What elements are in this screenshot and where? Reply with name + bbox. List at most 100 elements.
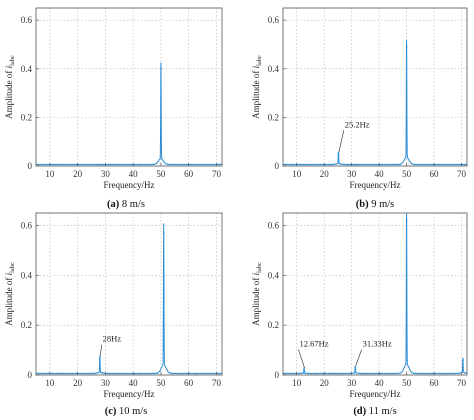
- y-tick-label: 0.6: [268, 15, 280, 25]
- plot-frame: [282, 212, 468, 376]
- caption-text: 11 m/s: [366, 406, 397, 417]
- x-axis-label: Frequency/Hz: [104, 389, 155, 399]
- x-tick-label: 10: [292, 378, 302, 388]
- x-axis-label: Frequency/Hz: [350, 389, 401, 399]
- chart-panel-c: 10 20 30 40 50 60 70 0 0.2 0.4 0.6 Frequency/Hz Ampl…: [4, 212, 223, 417]
- x-tick-label: 70: [212, 378, 222, 388]
- plot-frame: [35, 212, 223, 376]
- y-tick-label: 0.2: [268, 320, 279, 330]
- y-axis-label-main: Amplitude of: [4, 68, 14, 119]
- caption-id: (a): [107, 199, 120, 210]
- x-tick-label: 20: [73, 169, 83, 179]
- panel-caption: (b) 9 m/s: [356, 199, 395, 210]
- series-line: [35, 223, 223, 375]
- x-tick-label: 20: [320, 169, 330, 179]
- y-axis-label-main: Amplitude of: [251, 275, 261, 326]
- y-axis-label-subscript: labc: [256, 55, 263, 66]
- y-axis-label-main: Amplitude of: [251, 68, 261, 119]
- y-axis-label-main: Amplitude of: [4, 275, 14, 326]
- annotation-label: 25.2Hz: [345, 119, 370, 129]
- x-tick-label: 60: [184, 169, 194, 179]
- y-tick-label: 0.2: [21, 112, 32, 122]
- x-axis-label: Frequency/Hz: [104, 180, 155, 190]
- y-axis-label-subscript: labc: [9, 55, 16, 66]
- annotation-leader: [355, 349, 362, 366]
- y-axis-label-symbol: i: [4, 65, 14, 68]
- x-tick-label: 60: [184, 378, 194, 388]
- y-axis-label-symbol: i: [4, 272, 14, 275]
- x-tick-label: 50: [156, 378, 166, 388]
- x-tick-label: 70: [457, 169, 467, 179]
- plot-area: [283, 8, 467, 166]
- x-tick-label: 30: [347, 378, 357, 388]
- y-tick-label: 0.2: [268, 112, 279, 122]
- peak-point: [303, 369, 305, 371]
- x-tick-label: 40: [375, 378, 385, 388]
- caption-text: 8 m/s: [119, 199, 145, 210]
- panel-caption: (c) 10 m/s: [105, 406, 148, 417]
- peak-point: [461, 359, 464, 361]
- y-tick-label: 0.6: [21, 15, 33, 25]
- annotation-label: 28Hz: [103, 334, 122, 344]
- x-axis-label: Frequency/Hz: [350, 180, 401, 190]
- caption-id: (b): [356, 199, 369, 210]
- y-tick-label: 0.4: [268, 64, 280, 74]
- annotation-label: 31.33Hz: [363, 339, 392, 349]
- y-tick-label: 0: [275, 161, 280, 171]
- chart-panel-a: 10 20 30 40 50 60 70 0 0.2 0.4 0.6 Frequency/Hz Ampl…: [4, 7, 223, 210]
- y-axis-label-symbol: i: [251, 272, 261, 275]
- y-axis-label-subscript: labc: [9, 262, 16, 273]
- x-tick-label: 30: [101, 378, 111, 388]
- x-tick-label: 60: [430, 169, 440, 179]
- annotation-leader: [298, 349, 305, 369]
- plot-area: [36, 8, 222, 166]
- x-tick-label: 40: [129, 378, 139, 388]
- y-tick-label: 0.4: [21, 64, 33, 74]
- series-line: [282, 213, 468, 375]
- y-axis-label: Amplitude of ilabc: [251, 55, 263, 119]
- x-tick-label: 50: [402, 378, 412, 388]
- caption-text: 10 m/s: [116, 406, 147, 417]
- annotation-leader: [100, 344, 102, 356]
- x-tick-label: 10: [45, 169, 55, 179]
- y-axis-label: Amplitude of ilabc: [251, 262, 263, 326]
- plot-area: [283, 213, 467, 375]
- peak-point: [162, 232, 165, 234]
- y-tick-label: 0: [28, 161, 33, 171]
- caption-id: (c): [105, 406, 117, 417]
- panel-caption: (d) 11 m/s: [353, 406, 396, 417]
- annotation-label: 12.67Hz: [299, 339, 328, 349]
- y-tick-label: 0.4: [268, 270, 280, 280]
- y-axis-label-subscript: labc: [256, 262, 263, 273]
- plot-frame: [35, 7, 223, 167]
- x-tick-label: 70: [457, 378, 467, 388]
- x-tick-label: 60: [430, 378, 440, 388]
- peak-point: [405, 45, 408, 48]
- x-tick-label: 10: [45, 378, 55, 388]
- peak-point: [337, 152, 340, 155]
- x-tick-label: 30: [347, 169, 357, 179]
- series-line: [35, 62, 223, 166]
- peak-point: [160, 67, 162, 70]
- x-tick-label: 50: [402, 169, 412, 179]
- y-axis-label-symbol: i: [251, 65, 261, 68]
- plot-frame: [282, 7, 468, 167]
- y-tick-label: 0: [275, 370, 280, 380]
- x-tick-label: 40: [375, 169, 385, 179]
- y-tick-label: 0.6: [21, 220, 33, 230]
- y-tick-label: 0: [28, 370, 33, 380]
- x-tick-label: 20: [320, 378, 330, 388]
- series-line: [282, 39, 468, 166]
- y-tick-label: 0.6: [268, 220, 280, 230]
- y-axis-label: Amplitude of ilabc: [4, 262, 16, 326]
- x-tick-label: 50: [156, 169, 166, 179]
- y-tick-label: 0.2: [21, 320, 32, 330]
- x-tick-label: 20: [73, 378, 83, 388]
- peak-point: [405, 219, 408, 222]
- x-tick-label: 30: [101, 169, 111, 179]
- caption-id: (d): [353, 406, 366, 417]
- y-axis-label: Amplitude of ilabc: [4, 55, 16, 119]
- x-tick-label: 70: [212, 169, 222, 179]
- panel-caption: (a) 8 m/s: [107, 199, 145, 210]
